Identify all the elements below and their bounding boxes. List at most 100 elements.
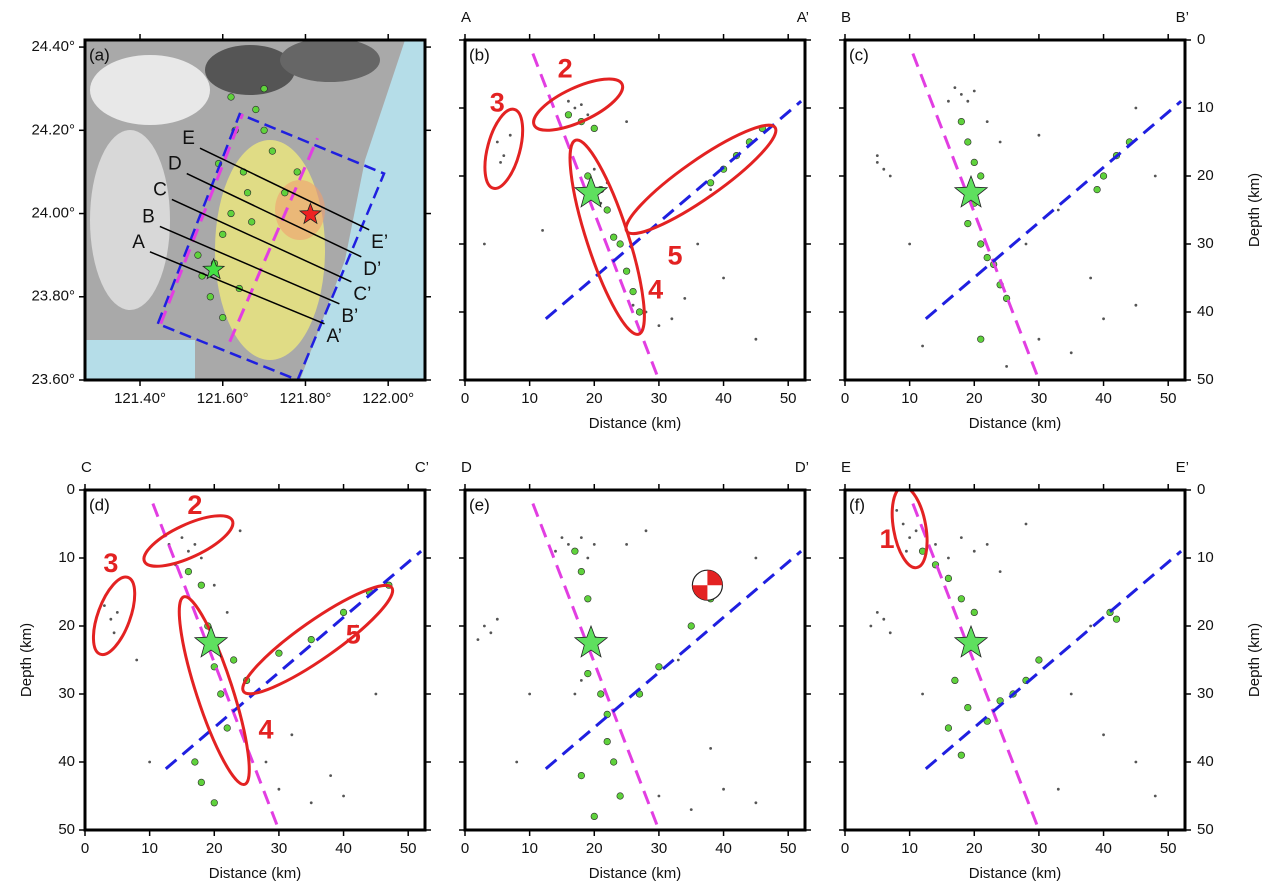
background-event [1057,788,1060,791]
background-event [502,154,505,157]
event [224,725,231,732]
background-event [905,550,908,553]
cluster-label: 1 [879,524,894,554]
figure: 121.40°121.60°121.80°122.00°23.60°23.80°… [0,0,1267,896]
profile-label: A’ [797,9,809,26]
background-event [1038,134,1041,137]
background-event [690,808,693,811]
background-event [290,733,293,736]
event [630,288,637,295]
background-event [148,761,151,764]
background-event [882,168,885,171]
event [591,125,598,132]
panel-label: (d) [89,495,110,514]
background-event [754,557,757,560]
fault-line [926,101,1181,319]
profile-label: E [841,459,851,476]
event [340,609,347,616]
background-event [573,693,576,696]
y-tick-label: 20 [58,617,75,634]
relief [90,55,210,125]
x-tick-label: 0 [461,390,469,407]
background-event [135,659,138,662]
event [228,94,235,101]
cluster-label: 3 [103,548,118,578]
x-axis-label: Distance (km) [589,415,682,432]
background-event [1134,761,1137,764]
background-event [632,304,635,307]
event [217,691,224,698]
background-event [1134,304,1137,307]
background-event [895,509,898,512]
background-event [226,611,229,614]
background-event [999,141,1002,144]
cluster-outline [478,105,530,192]
fault-line [533,504,659,830]
background-event [477,638,480,641]
background-event [580,103,583,106]
event [958,752,965,759]
plot-area [876,54,1181,380]
event [656,664,663,671]
profile-label: C [81,459,92,476]
background-event [889,631,892,634]
plot-area [477,504,802,830]
profile-label: E’ [1176,459,1189,476]
x-tick-label: 30 [651,840,668,857]
event [604,207,611,214]
background-event [999,570,1002,573]
event [308,636,315,643]
background-event [960,93,963,96]
relief [90,130,170,310]
background-event [658,324,661,327]
plot-area [85,504,421,830]
y-tick-label: 40 [1197,303,1214,320]
profile-label: C’ [415,459,429,476]
event [269,148,276,155]
background-event [116,611,119,614]
y-tick-label: 23.60° [31,371,75,388]
background-event [1070,693,1073,696]
x-tick-label: 50 [400,840,417,857]
y-tick-label: 20 [1197,167,1214,184]
y-tick-label: 30 [1197,685,1214,702]
background-event [908,243,911,246]
profile-label: A [461,9,471,26]
panel-frame [465,490,805,830]
background-event [1154,795,1157,798]
background-event [187,550,190,553]
cluster-outline [556,134,658,341]
profile-label: D [168,154,182,175]
page: {"chart_data": [ {"type": "map", "panel_… [0,0,1267,896]
background-event [593,543,596,546]
x-tick-label: 10 [521,390,538,407]
profile-label: C’ [353,284,371,305]
y-tick-label: 10 [1197,549,1214,566]
background-event [966,100,969,103]
event [294,169,301,176]
fault-line [546,551,801,769]
y-tick-label: 24.40° [31,38,75,55]
event [617,241,624,248]
panel-label: (e) [469,495,490,514]
background-event [278,788,281,791]
profile-label: D’ [795,459,809,476]
cluster-label: 5 [668,241,683,271]
event [1036,657,1043,664]
background-event [1089,625,1092,628]
event [971,609,978,616]
background-event [580,679,583,682]
event [244,189,251,196]
event [610,234,617,241]
event [984,254,991,261]
background-event [103,604,106,607]
focal-mechanism-quadrant [692,585,707,600]
background-event [573,107,576,110]
background-event [213,584,216,587]
x-tick-label: 121.60° [197,390,249,407]
x-tick-label: 0 [461,840,469,857]
event [977,241,984,248]
y-tick-label: 0 [1197,31,1205,48]
x-tick-label: 0 [81,840,89,857]
event [253,106,260,113]
